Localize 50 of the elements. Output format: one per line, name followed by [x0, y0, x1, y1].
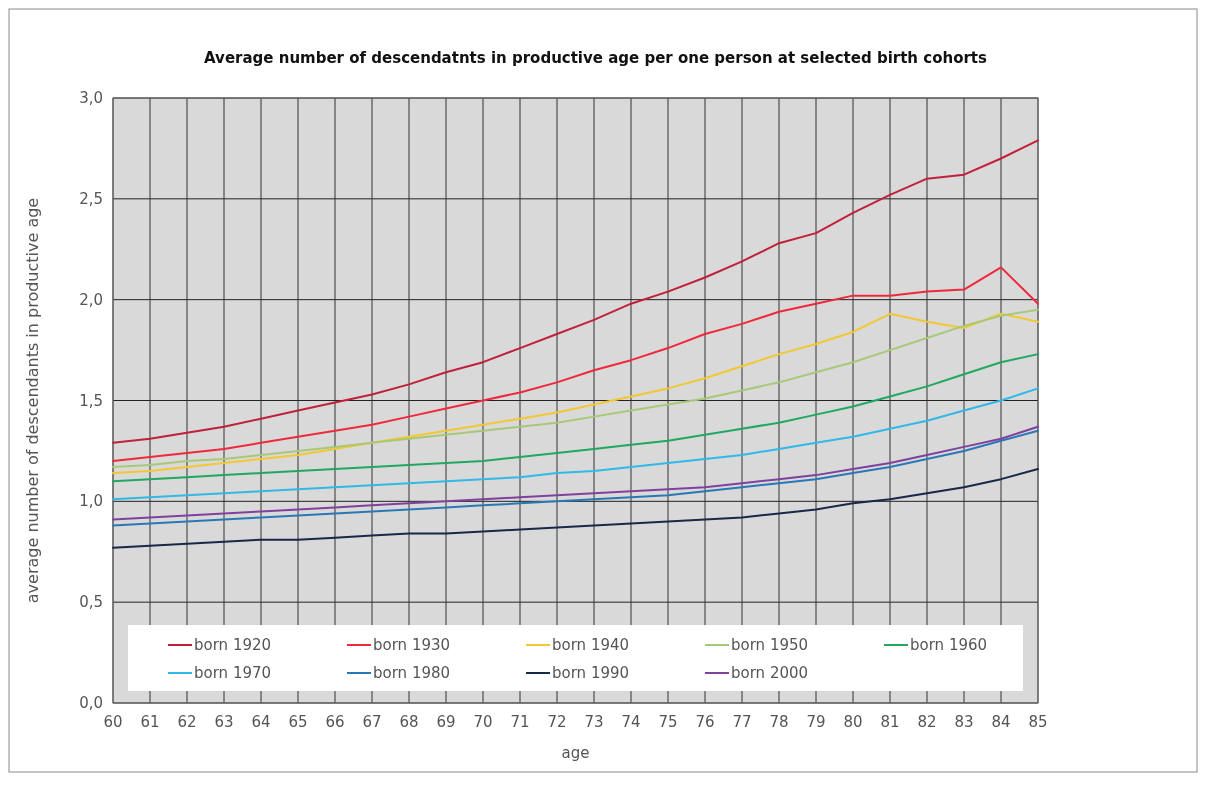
x-tick-label: 69 [436, 713, 456, 731]
x-axis-title: age [561, 744, 590, 762]
x-tick-label: 63 [214, 713, 234, 731]
x-tick-label: 83 [954, 713, 974, 731]
y-tick-label: 1,5 [79, 391, 103, 410]
line-series [112, 387, 1039, 501]
x-tick-label: 77 [732, 713, 752, 731]
y-axis-title: average number of descendants in productive age [23, 197, 42, 604]
x-tick-label: 71 [510, 713, 530, 731]
legend-label: born 1920 [194, 636, 272, 654]
x-tick-label: 73 [584, 713, 604, 731]
line-series [112, 468, 1039, 549]
x-tick-label: 70 [473, 713, 493, 731]
y-tick-label: 3,0 [79, 89, 103, 107]
line-series [112, 139, 1039, 444]
x-tick-label: 85 [1028, 713, 1048, 731]
y-tick-label: 2,5 [79, 189, 103, 208]
x-tick-label: 67 [362, 713, 382, 731]
legend-label: born 1940 [552, 636, 630, 654]
legend-label: born 1930 [373, 636, 451, 654]
x-tick-label: 60 [103, 713, 123, 731]
y-tick-label: 2,0 [79, 290, 103, 309]
y-tick-label: 1,0 [79, 492, 103, 511]
x-tick-label: 61 [140, 713, 160, 731]
x-tick-label: 62 [177, 713, 197, 731]
y-tick-label: 0,0 [79, 694, 103, 712]
x-tick-label: 75 [658, 713, 678, 731]
x-tick-label: 74 [621, 713, 641, 731]
legend-label: born 1970 [194, 664, 272, 682]
x-tick-label: 84 [991, 713, 1011, 731]
line-series [112, 353, 1039, 483]
x-tick-label: 79 [806, 713, 826, 731]
legend-label: born 1960 [910, 636, 988, 654]
x-tick-label: 82 [917, 713, 937, 731]
x-tick-label: 81 [880, 713, 900, 731]
x-tick-label: 78 [769, 713, 789, 731]
x-tick-label: 72 [547, 713, 567, 731]
x-tick-label: 65 [288, 713, 308, 731]
x-tick-label: 66 [325, 713, 345, 731]
x-tick-label: 68 [399, 713, 419, 731]
line-series [112, 266, 1039, 462]
legend-label: born 1950 [731, 636, 809, 654]
legend-label: born 1990 [552, 664, 630, 682]
x-tick-label: 80 [843, 713, 863, 731]
legend-label: born 1980 [373, 664, 451, 682]
legend-label: born 2000 [731, 664, 809, 682]
x-tick-label: 76 [695, 713, 715, 731]
chart-title: Average number of descendatnts in productive age per one person at selected birth cohorts [204, 49, 988, 67]
y-tick-label: 0,5 [79, 593, 103, 612]
x-tick-label: 64 [251, 713, 271, 731]
